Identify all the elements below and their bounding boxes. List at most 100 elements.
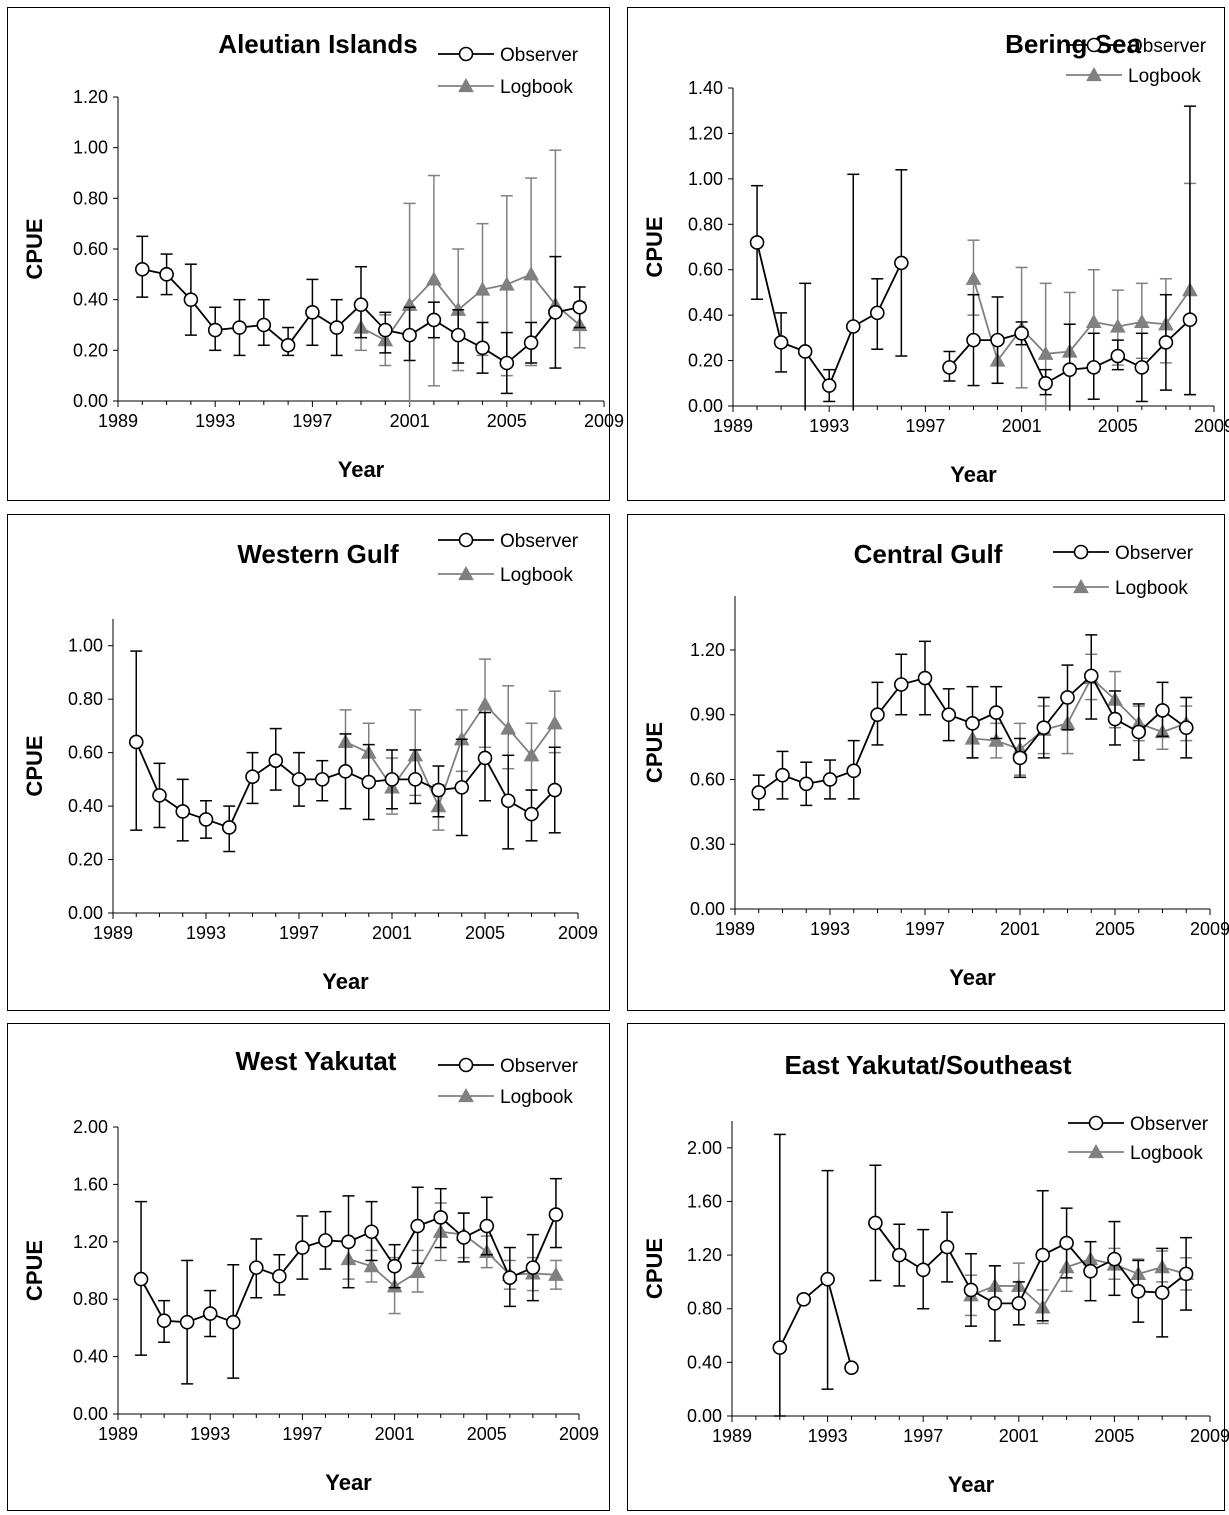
legend-label: Logbook [1128,66,1201,87]
observer-point [1131,724,1147,740]
observer-point [475,340,490,356]
observer-point [941,707,957,723]
y-tick-label: 1.60 [73,1174,108,1194]
observer-point [128,734,144,750]
y-tick-label: 0.90 [690,705,725,725]
x-tick-label: 1989 [715,919,755,939]
x-tick-label: 2001 [999,1426,1039,1446]
x-tick-label: 2001 [1002,416,1042,436]
x-tick-label: 2005 [465,923,505,943]
x-axis-label: Year [950,462,997,487]
logbook-point [965,270,982,285]
observer-point [232,320,247,335]
observer-point [479,1218,495,1234]
logbook-point [409,1263,426,1279]
chart-west-yakutat: West Yakutat 0.00 0.40 0.80 1.20 1.60 2.00 1989… [22,1046,599,1495]
y-axis-label: CPUE [642,1238,667,1299]
legend-label: Observer [500,531,579,552]
observer-point [1083,668,1099,684]
y-tick-label: 0.40 [73,1347,108,1367]
y-tick-label: 0.00 [690,899,725,919]
observer-point [548,1207,564,1222]
observer-point [402,327,417,343]
y-tick-label: 1.00 [68,636,103,656]
y-axis-label: CPUE [22,1240,47,1301]
legend-label: Logbook [500,77,573,98]
y-tick-label: 0.80 [688,214,723,234]
legend-observer-marker [458,46,474,62]
legend-label: Observer [1128,36,1207,57]
observer-point [225,1314,241,1330]
observer-point [772,1340,788,1355]
observer-point [477,750,493,766]
legend: Observer Logbook [438,45,579,98]
chart-east-yakutat-southeast: East Yakutat/Southeast 0.00 0.40 0.80 1.20 1.… [642,1050,1229,1497]
observer-point [410,1218,425,1234]
observer-point [338,764,353,779]
y-tick-label: 0.20 [73,340,108,360]
observer-point [844,1360,859,1376]
observer-point [798,776,814,792]
y-axis-label: CPUE [22,735,47,796]
observer-point [894,255,909,271]
observer-point [249,1260,264,1275]
observer-point [751,785,767,800]
y-tick-label: 0.60 [73,239,108,259]
x-axis-label: Year [325,1470,372,1495]
x-tick-label: 1989 [712,1426,752,1446]
observer-point [207,322,223,338]
legend-label: Observer [1115,543,1194,564]
observer-point [353,297,369,313]
logbook-point [426,271,442,286]
observer-point [1107,711,1123,727]
observer-point [245,769,260,784]
x-axis-label: Year [948,1472,995,1497]
x-tick-label: 1997 [905,919,945,939]
observer-point [221,820,237,835]
observer-point [1083,1263,1098,1279]
chart-central-gulf: Central Gulf 0.00 0.30 0.60 0.90 1.20 1989 1993… [642,539,1229,990]
logbook-point [500,720,517,735]
x-tick-label: 1993 [810,919,850,939]
observer-point [384,772,400,787]
x-tick-label: 2005 [467,1424,507,1444]
observer-point [291,772,307,787]
y-tick-label: 0.00 [687,1406,722,1426]
series-line [778,1277,853,1368]
observer-point [305,305,320,320]
x-tick-label: 2009 [1194,416,1229,436]
x-tick-label: 2009 [558,923,598,943]
y-tick-label: 0.40 [688,305,723,325]
x-tick-label: 1989 [93,923,133,943]
y-tick-label: 1.60 [687,1191,722,1211]
y-tick-label: 1.00 [73,138,108,158]
observer-point [198,812,214,827]
observer-point [1062,362,1078,377]
observer-point [1107,1251,1122,1267]
legend: Observer Logbook [1066,36,1207,87]
observer-point [179,1314,195,1330]
observer-point [314,772,330,787]
y-tick-label: 0.40 [68,796,103,816]
observer-point [966,332,981,348]
series-line [360,273,581,342]
observer-point [870,707,885,723]
series-line [345,703,556,809]
observer-point [820,1271,835,1287]
observer-point [821,378,837,393]
observer-point [135,261,150,277]
logbook-point [1134,313,1150,329]
y-axis-label: CPUE [642,722,667,783]
y-tick-label: 2.00 [73,1117,108,1137]
logbook-point [1037,345,1054,360]
observer-point [500,793,516,809]
series-logbook [963,1240,1194,1325]
logbook-point [523,266,539,281]
observer-point [450,327,466,343]
observer-point [1130,1283,1146,1299]
observer-point [822,772,838,787]
x-tick-label: 2009 [1190,1426,1229,1446]
y-axis-label: CPUE [642,216,667,277]
x-tick-label: 2005 [487,411,527,431]
observer-point [407,772,423,787]
